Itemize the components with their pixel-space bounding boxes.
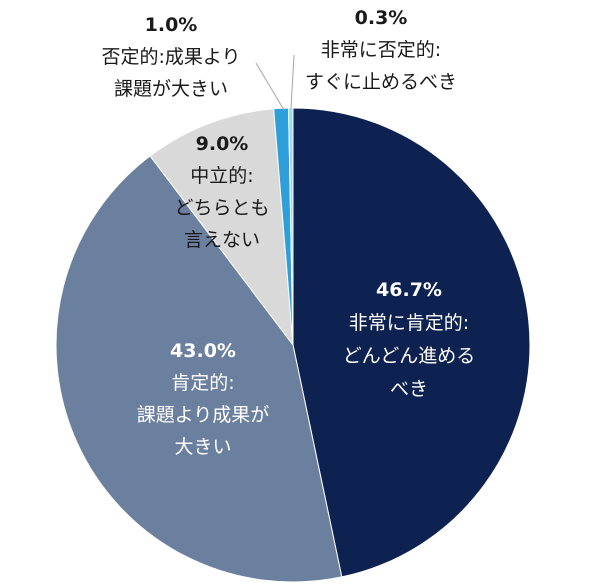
slice-labels: 46.7% 非常に肯定的: どんどん進めるべき 43.0% 肯定的: 課題より成果が大きい… (101, 7, 475, 458)
slice-percent-4: 0.3% (355, 7, 408, 29)
slice-label-line-0-0: 非常に肯定的: (349, 312, 469, 334)
slice-label-line-1-0: 肯定的: (171, 372, 234, 394)
pie-slices (55, 107, 531, 583)
pie-slice-1 (55, 155, 343, 583)
slice-label-4: 0.3% 非常に否定的: すぐに止めるべき (305, 7, 457, 93)
slice-label-line-2-2: 言えない (184, 229, 260, 251)
pie-slice-2 (149, 108, 294, 347)
slice-label-3: 1.0% 否定的:成果より課題が大きい (101, 14, 240, 100)
slice-label-line-0-1: どんどん進める (343, 345, 475, 367)
leader-lines (255, 54, 295, 111)
pie-slice-0 (292, 107, 531, 578)
slice-label-line-3-0: 否定的:成果より (101, 46, 240, 68)
slice-label-line-2-0: 中立的: (190, 165, 253, 187)
slice-percent-2: 9.0% (196, 133, 249, 155)
leader-line-4 (290, 54, 295, 110)
slice-percent-0: 46.7% (376, 279, 442, 301)
slice-label-line-1-2: 大きい (174, 436, 231, 458)
slice-label-line-3-1: 課題が大きい (114, 78, 228, 100)
slice-percent-1: 43.0% (170, 340, 236, 362)
slice-label-1: 43.0% 肯定的: 課題より成果が大きい (137, 340, 270, 458)
slice-label-line-2-1: どちらとも (174, 197, 269, 219)
slice-label-line-0-2: べき (390, 378, 428, 400)
slice-label-0: 46.7% 非常に肯定的: どんどん進めるべき (343, 279, 475, 400)
slice-percent-3: 1.0% (145, 14, 198, 36)
slice-label-line-1-1: 課題より成果が (137, 404, 270, 426)
slice-label-line-4-1: すぐに止めるべき (305, 71, 457, 93)
leader-line-3 (255, 62, 285, 111)
slice-label-line-4-0: 非常に否定的: (321, 39, 441, 61)
slice-label-2: 9.0% 中立的: どちらとも言えない (174, 133, 269, 251)
